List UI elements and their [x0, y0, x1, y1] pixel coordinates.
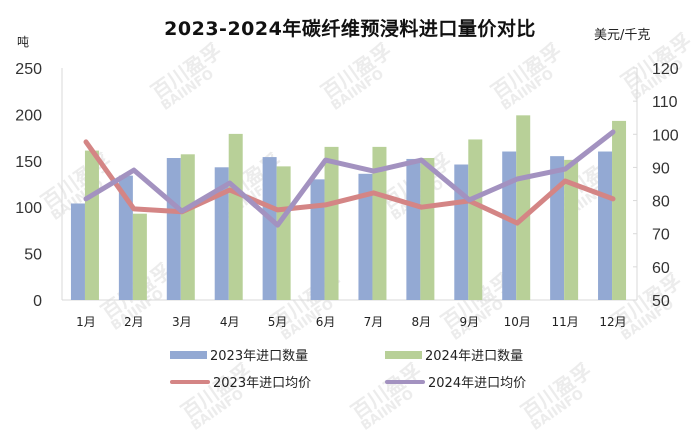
right-axis-tick: 50: [652, 293, 670, 310]
legend-label: 2023年进口均价: [213, 376, 312, 391]
legend: 2023年进口数量 2024年进口数量 2023年进口均价 2024年进口均价: [170, 345, 600, 391]
right-axis-tick: 70: [652, 227, 670, 244]
legend-swatch-2024-volume: [385, 350, 422, 359]
chart-plot: 0 50 100 150 200 250 50 60 70 80 90 100 110 120 1月 2月 3月…: [15, 61, 679, 329]
bar-2024-volume: [84, 150, 99, 300]
x-axis-tick: 2月: [124, 315, 144, 329]
bar-2023-volume: [358, 173, 373, 300]
bar-2024-volume: [132, 213, 147, 300]
bar-2023-volume: [262, 157, 277, 300]
bar-2024-volume: [564, 159, 579, 300]
bar-2023-volume: [214, 167, 229, 300]
bar-2023-volume: [406, 158, 421, 300]
bar-2024-volume: [516, 115, 531, 300]
bar-2024-volume: [420, 158, 435, 300]
bar-2024-volume: [468, 139, 483, 300]
bar-2024-volume: [324, 146, 339, 300]
left-axis-tick: 100: [15, 200, 42, 217]
chart-title: 2023-2024年碳纤维预浸料进口量价对比: [164, 18, 536, 40]
x-axis-tick: 5月: [268, 315, 288, 329]
legend-item-2023-volume: 2023年进口数量: [170, 345, 385, 364]
x-axis-tick: 9月: [459, 315, 479, 329]
left-axis-tick: 200: [15, 107, 42, 124]
right-axis-tick: 100: [652, 127, 679, 144]
bar-2023-volume: [502, 151, 517, 300]
right-axis-tick: 60: [652, 260, 670, 277]
x-axis-tick: 1月: [76, 315, 96, 329]
legend-label: 2024年进口数量: [425, 349, 524, 364]
legend-label: 2023年进口数量: [210, 349, 309, 364]
bar-2024-volume: [372, 146, 387, 300]
left-axis-tick: 250: [15, 61, 42, 78]
right-axis-tick: 80: [652, 194, 670, 211]
left-axis-tick: 50: [24, 247, 42, 264]
legend-item-2023-price: 2023年进口均价: [170, 372, 385, 391]
bar-2023-volume: [310, 179, 325, 300]
x-axis-tick: 12月: [599, 315, 626, 329]
left-axis-unit: 吨: [17, 35, 30, 49]
x-axis-tick: 6月: [316, 315, 336, 329]
bar-2024-volume: [228, 133, 243, 300]
line-2024-price: [83, 129, 616, 228]
left-axis-tick: 0: [33, 293, 42, 310]
bar-2023-volume: [454, 164, 469, 300]
x-axis-tick: 3月: [172, 315, 192, 329]
right-axis-tick: 120: [652, 61, 679, 78]
line-2023-price: [83, 139, 616, 226]
right-axis-unit: 美元/千克: [594, 28, 651, 43]
left-axis-tick: 150: [15, 154, 42, 171]
x-axis-tick: 10月: [504, 315, 531, 329]
bar-2023-volume: [598, 151, 613, 300]
bar-2024-volume: [612, 120, 627, 300]
bar-2023-volume: [166, 158, 181, 300]
right-axis-tick: 110: [652, 94, 678, 111]
legend-item-2024-volume: 2024年进口数量: [385, 345, 600, 364]
x-axis-tick: 4月: [220, 315, 240, 329]
legend-item-2024-price: 2024年进口均价: [385, 372, 600, 391]
bar-2023-volume: [550, 156, 565, 300]
bar-2023-volume: [70, 203, 85, 300]
bar-2024-volume: [180, 154, 195, 300]
bar-2024-volume: [276, 166, 291, 300]
legend-swatch-2023-price: [170, 379, 210, 384]
x-axis-tick: 7月: [364, 315, 384, 329]
x-axis-tick: 8月: [412, 315, 432, 329]
legend-label: 2024年进口均价: [428, 376, 527, 391]
right-axis-tick: 90: [652, 160, 670, 177]
legend-swatch-2024-price: [385, 379, 425, 384]
x-axis-tick: 11月: [551, 315, 578, 329]
legend-swatch-2023-volume: [170, 350, 207, 359]
